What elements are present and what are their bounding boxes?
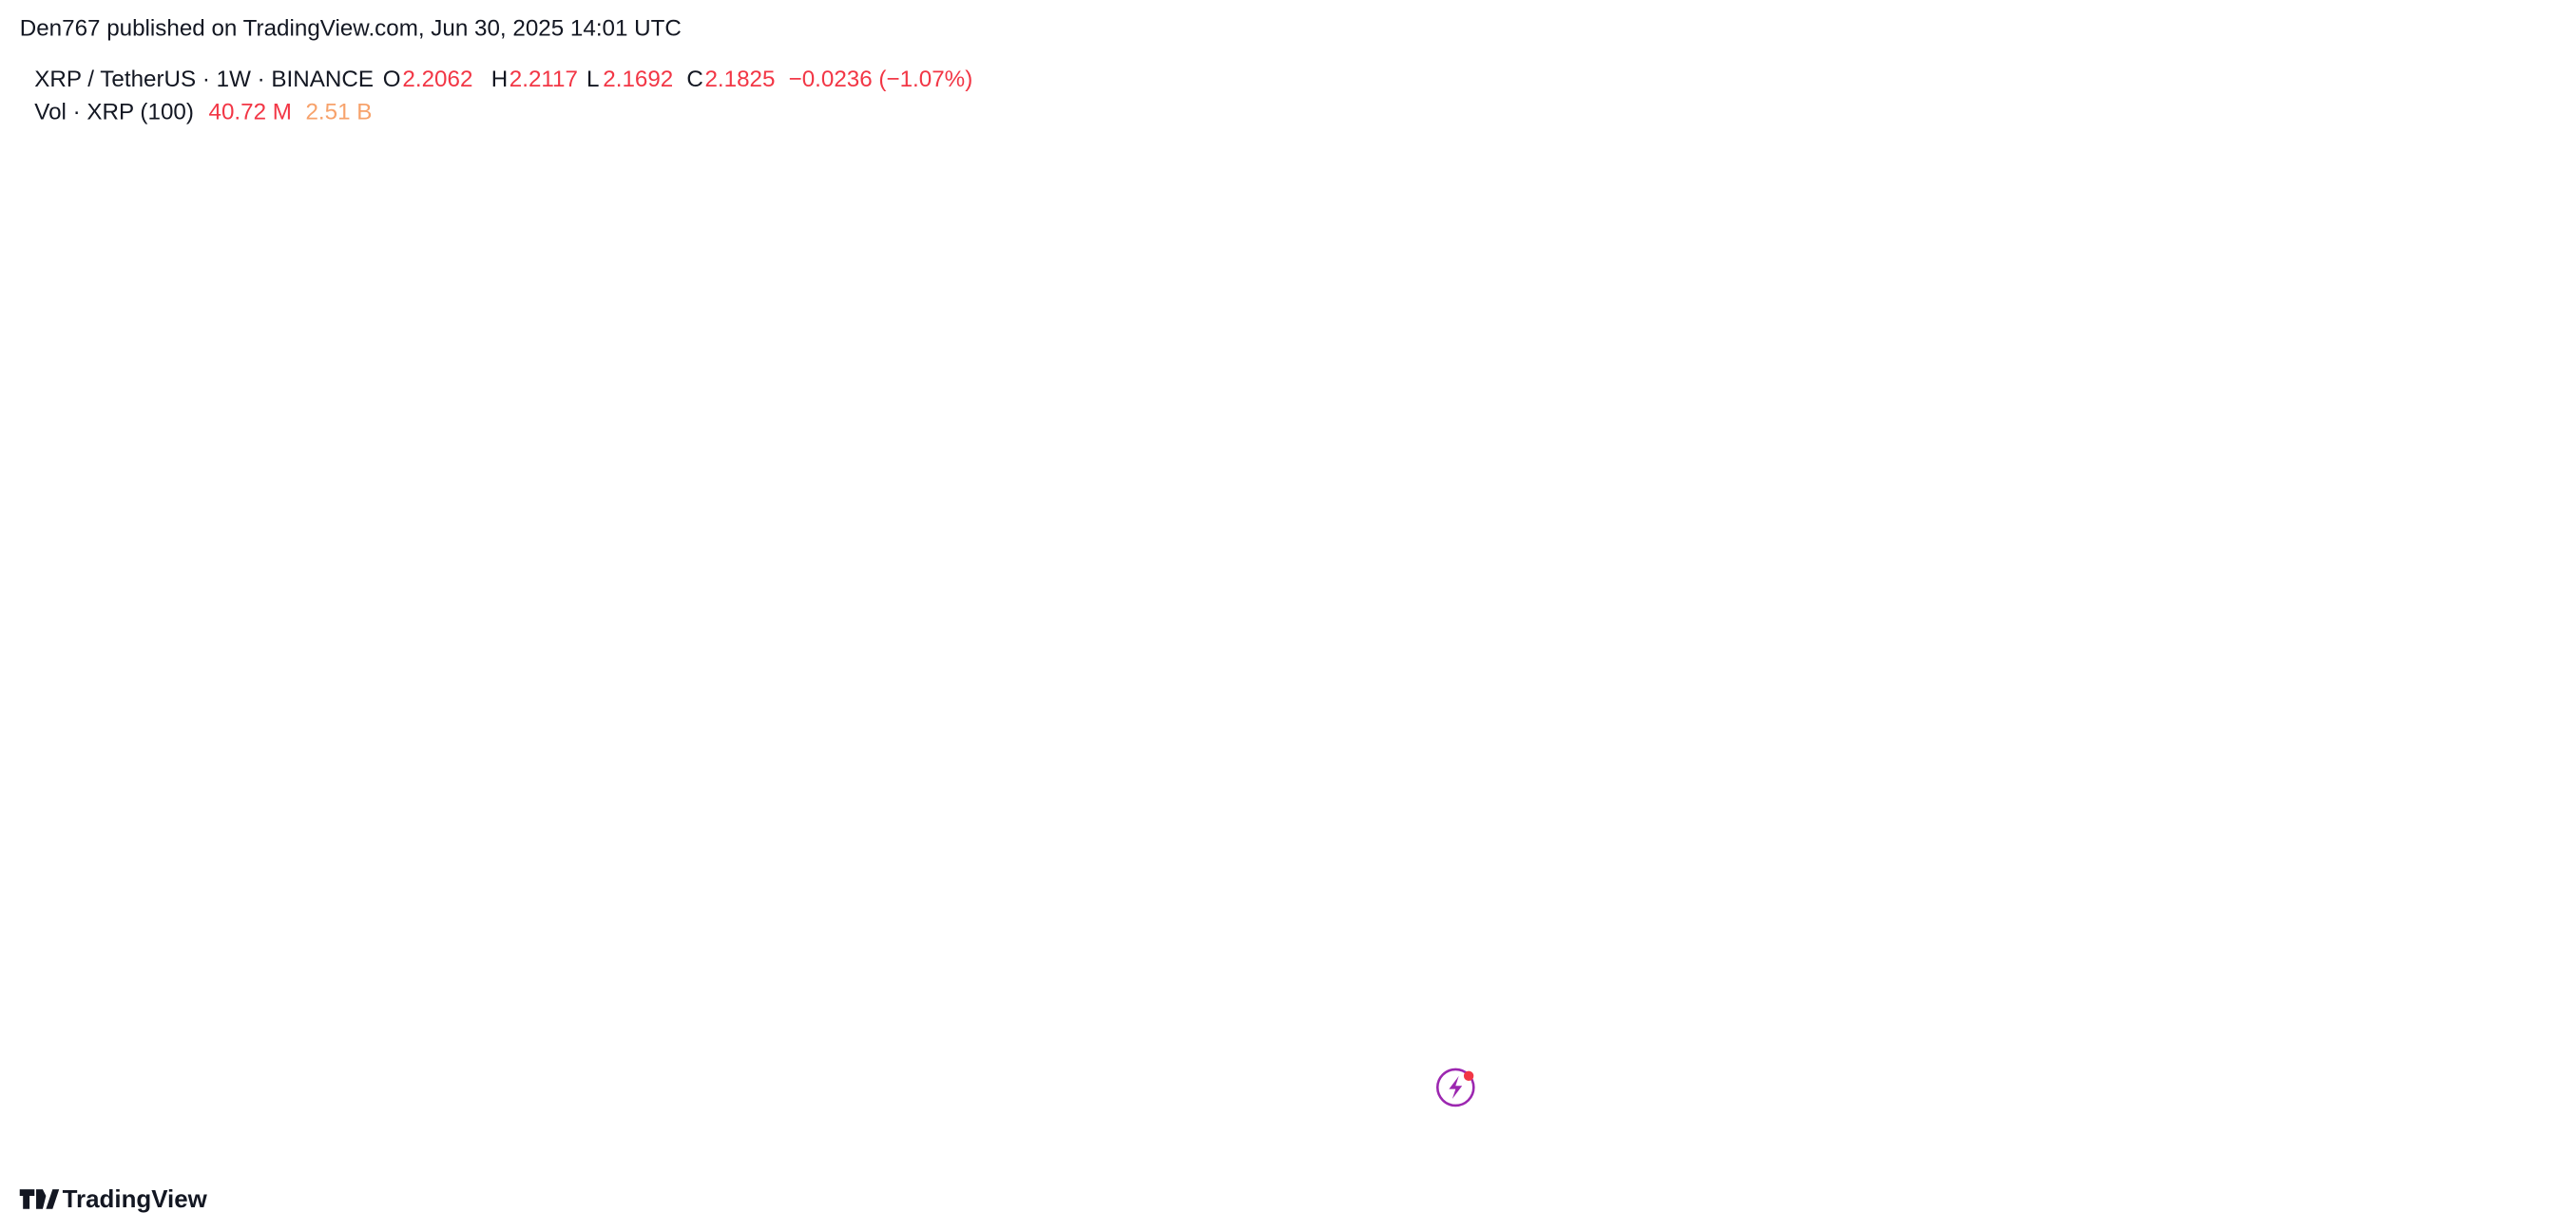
ohlc-key: L <box>586 67 599 92</box>
volume-title: Vol · XRP (100) <box>34 100 194 125</box>
alert-dot <box>1463 1070 1474 1082</box>
ohlc-key: C <box>686 67 702 92</box>
ma-legend: 2.51 B <box>305 100 372 125</box>
ohlc-key: H <box>491 67 508 92</box>
alert-icon[interactable] <box>1435 1068 1475 1107</box>
symbol-title: XRP / TetherUS · 1W · BINANCE <box>34 67 374 92</box>
ohlc-value: 2.2062 <box>402 67 472 92</box>
ohlc-value: 2.2117 <box>509 67 578 92</box>
ohlc-value: 2.1825 <box>704 67 775 92</box>
ohlc-value: 2.1692 <box>603 67 673 92</box>
change: −0.0236 (−1.07%) <box>789 67 973 92</box>
volume-legend: 40.72 M <box>208 100 291 125</box>
brand: TradingView <box>63 1186 208 1213</box>
attribution: Den767 published on TradingView.com, Jun… <box>20 15 682 41</box>
alert-bolt <box>1449 1075 1463 1100</box>
logo-icon <box>19 1189 60 1209</box>
logo: TradingView <box>19 1186 208 1213</box>
ohlc-key: O <box>383 67 401 92</box>
